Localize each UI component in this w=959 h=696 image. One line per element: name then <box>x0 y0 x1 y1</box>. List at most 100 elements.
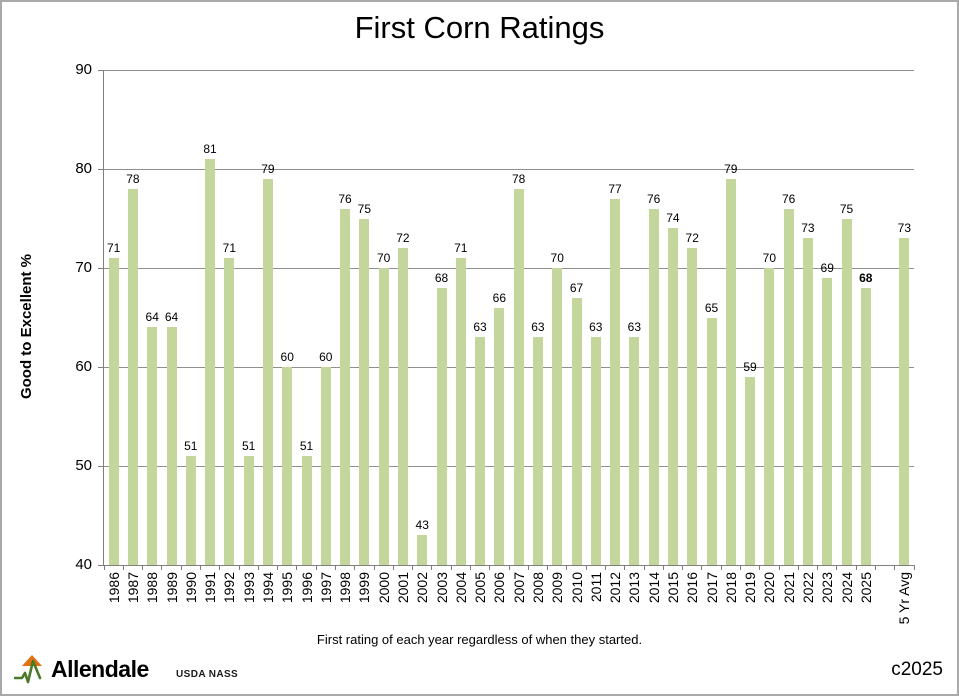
bar-value-label: 63 <box>473 320 487 335</box>
bar-value-label: 71 <box>454 241 468 256</box>
x-axis-caption: First rating of each year regardless of … <box>316 632 643 647</box>
x-tick-label: 2001 <box>394 572 411 604</box>
x-axis-tick <box>219 565 221 570</box>
bar-value-label: 68 <box>434 270 449 285</box>
bar <box>417 535 428 565</box>
x-tick-label: 1994 <box>259 572 276 604</box>
x-axis-tick <box>855 565 857 570</box>
logo-line-shape <box>14 659 42 684</box>
x-axis-tick <box>180 565 182 570</box>
bar-value-label: 60 <box>319 350 333 364</box>
x-axis-tick <box>296 565 298 570</box>
bar <box>262 178 273 565</box>
y-axis-tick <box>98 168 104 170</box>
x-tick-label: 2008 <box>529 572 546 604</box>
bar-value-label: 63 <box>589 320 603 335</box>
bar <box>243 456 254 565</box>
x-axis-tick <box>373 565 375 570</box>
x-axis-tick <box>354 565 356 570</box>
x-tick-label: 2006 <box>491 572 508 604</box>
x-axis-tick <box>277 565 279 570</box>
x-tick-label: 2024 <box>838 572 855 604</box>
x-tick-label: 2007 <box>510 572 527 604</box>
copyright-label: c2025 <box>891 659 943 680</box>
x-axis-tick <box>836 565 838 570</box>
x-axis-tick <box>759 565 761 570</box>
bar <box>841 218 852 565</box>
bar-value-label: 79 <box>724 161 738 176</box>
x-axis-tick <box>122 565 124 570</box>
x-tick-label: 2003 <box>433 572 450 604</box>
x-axis-tick <box>547 565 549 570</box>
x-tick-label: 2018 <box>722 572 739 604</box>
x-axis-tick <box>585 565 587 570</box>
bar-value-label: 73 <box>897 221 912 236</box>
chart-title: First Corn Ratings <box>354 10 605 45</box>
bar <box>802 238 813 565</box>
bar <box>224 258 235 565</box>
y-tick-label: 40 <box>75 556 92 573</box>
x-tick-label: 2011 <box>587 572 604 603</box>
x-axis-tick <box>103 565 105 570</box>
bar-value-label: 63 <box>627 320 642 335</box>
x-axis-tick <box>489 565 491 570</box>
bar-value-label: 74 <box>666 211 680 226</box>
x-tick-label: 1996 <box>298 572 315 604</box>
bar-value-label: 68 <box>859 270 873 285</box>
y-axis-tick <box>98 366 104 368</box>
bar-value-label: 65 <box>704 300 719 315</box>
x-tick-label: 2012 <box>607 572 624 604</box>
bar <box>783 208 794 565</box>
bar-value-label: 66 <box>492 290 507 305</box>
bar-value-label: 64 <box>164 310 179 325</box>
x-tick-label: 2004 <box>452 572 469 604</box>
bar-value-label: 51 <box>184 439 198 454</box>
bar-value-label: 67 <box>569 280 584 295</box>
bar <box>340 208 351 565</box>
bar-value-label: 70 <box>550 251 564 265</box>
bar <box>687 248 698 565</box>
x-tick-label: 1997 <box>317 572 334 604</box>
gridline <box>104 69 914 71</box>
bar-value-label: 64 <box>145 310 159 325</box>
bar <box>629 337 640 565</box>
bar-value-label: 51 <box>299 439 314 454</box>
x-tick-label: 1987 <box>124 572 141 604</box>
x-axis-tick <box>431 565 433 570</box>
bar <box>166 327 177 565</box>
x-axis-tick <box>720 565 722 570</box>
x-tick-label: 1991 <box>202 572 219 604</box>
bar-value-label: 43 <box>415 518 429 533</box>
bar <box>147 327 158 565</box>
bar <box>764 268 775 565</box>
x-axis-tick <box>238 565 240 570</box>
y-axis-line <box>103 70 104 565</box>
y-tick-label: 80 <box>75 160 92 177</box>
bar <box>822 277 833 565</box>
x-axis-tick <box>797 565 799 570</box>
x-tick-label: 2005 <box>472 572 489 604</box>
x-tick-label: 2010 <box>568 572 585 604</box>
bar-value-label: 60 <box>280 350 294 364</box>
source-label: USDA NASS <box>176 669 239 680</box>
bar <box>475 337 486 565</box>
bar-value-label: 76 <box>338 191 352 206</box>
bar-value-label: 69 <box>820 260 834 275</box>
x-tick-label: 1995 <box>279 572 296 604</box>
x-tick-label: 1999 <box>356 572 373 604</box>
bar-value-label: 72 <box>396 231 410 246</box>
x-tick-label: 2015 <box>664 572 681 604</box>
bar-value-label: 70 <box>376 251 391 265</box>
bar <box>397 248 408 565</box>
x-tick-label: 1989 <box>163 572 180 604</box>
bar <box>282 367 293 565</box>
bar-value-label: 75 <box>357 201 372 216</box>
bar-value-label: 78 <box>511 171 526 186</box>
bar <box>301 456 312 565</box>
bar <box>494 307 505 565</box>
x-axis-tick <box>161 565 163 570</box>
bar-value-label: 76 <box>781 191 796 206</box>
bar <box>610 198 621 565</box>
bar-value-label: 72 <box>685 231 699 246</box>
